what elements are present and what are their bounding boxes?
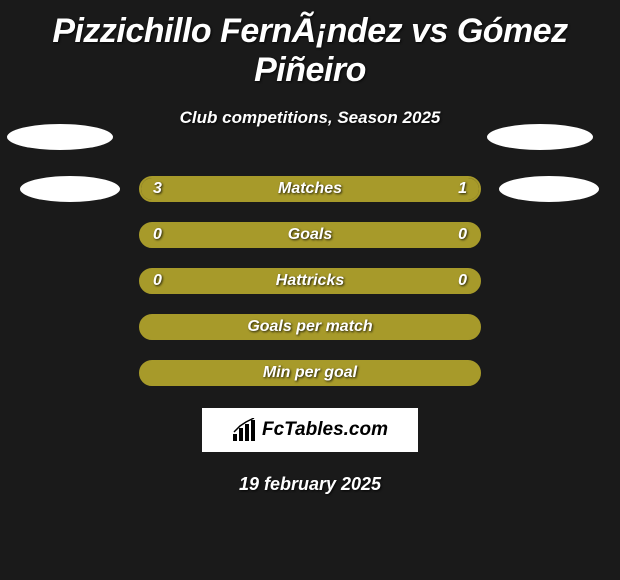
stat-row: Goals 0 0 [0,212,620,258]
stat-value-right: 1 [458,180,467,198]
stat-bar: Matches 3 1 [139,176,481,202]
stat-row: Matches 3 1 [0,166,620,212]
stat-bar: Hattricks 0 0 [139,268,481,294]
stat-bar: Min per goal [139,360,481,386]
stat-rows-container: Matches 3 1 Goals 0 0 Hattricks 0 0 Goals per mat… [0,166,620,396]
stat-bar: Goals 0 0 [139,222,481,248]
comparison-title: Pizzichillo FernÃ¡ndez vs Gómez Piñeiro [0,0,620,90]
stat-value-left: 3 [153,180,162,198]
bar-chart-icon [232,418,258,442]
player-badge-ellipse [7,124,113,150]
stat-label: Hattricks [276,272,344,290]
source-logo-text: FcTables.com [262,419,388,441]
source-logo: FcTables.com [232,418,388,442]
stat-row: Hattricks 0 0 [0,258,620,304]
stat-value-left: 0 [153,226,162,244]
stat-label: Goals [288,226,332,244]
stat-value-right: 0 [458,272,467,290]
stat-value-left: 0 [153,272,162,290]
player-badge-ellipse [487,124,593,150]
stat-value-right: 0 [458,226,467,244]
stat-row: Min per goal [0,350,620,396]
stat-label: Matches [278,180,342,198]
stat-row: Goals per match [0,304,620,350]
stat-label: Goals per match [247,318,372,336]
comparison-date: 19 february 2025 [0,474,620,495]
source-logo-box: FcTables.com [202,408,418,452]
stat-bar-left-fill [141,178,395,200]
stat-bar: Goals per match [139,314,481,340]
stat-label: Min per goal [263,364,357,382]
